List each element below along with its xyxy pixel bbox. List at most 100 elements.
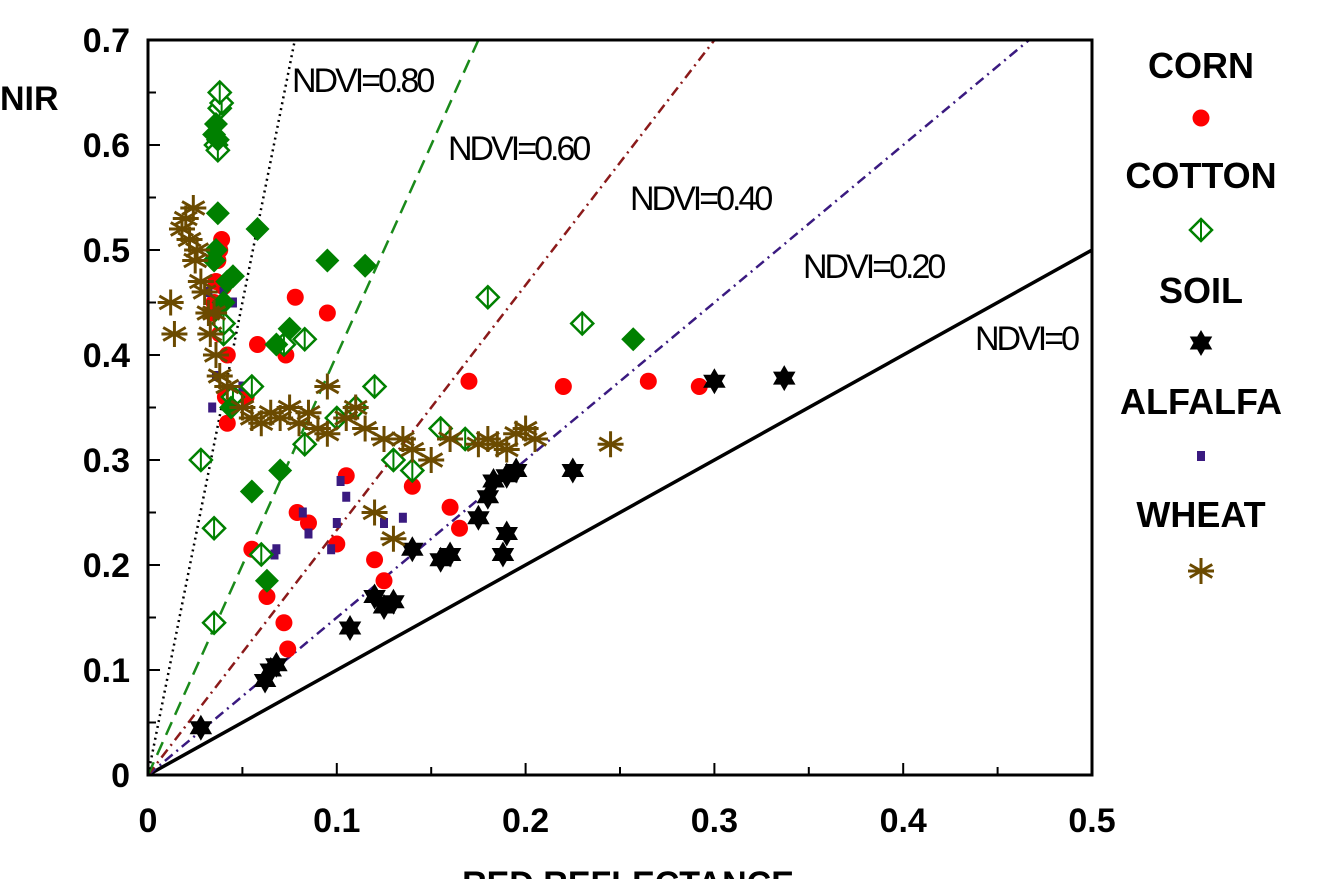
- point-cotton-filled: [315, 248, 340, 273]
- legend-label: WHEAT: [1136, 494, 1265, 535]
- point-corn: [318, 304, 336, 322]
- point-cotton-filled: [277, 316, 302, 341]
- x-tick-label: 0.5: [1068, 802, 1115, 840]
- ndvi-line-0-8: [148, 40, 297, 775]
- point-corn: [375, 572, 393, 590]
- x-axis-title: RED REFLECTANCE: [462, 865, 794, 879]
- x-tick-label: 0.2: [502, 802, 549, 840]
- point-alfalfa: [208, 402, 217, 413]
- point-cotton: [569, 310, 596, 337]
- point-wheat: [389, 426, 416, 452]
- point-wheat: [180, 195, 207, 221]
- point-cotton: [291, 326, 318, 353]
- point-wheat: [342, 394, 369, 421]
- point-wheat: [201, 300, 228, 326]
- reference-line-labels: NDVI=0 NDVI=0.20 NDVI=0.40 NDVI=0.60 NDVI=0.…: [292, 62, 1082, 358]
- point-cotton: [361, 373, 388, 400]
- legend: CORN COTTON SOIL ALFALFA WHEAT: [1120, 45, 1282, 584]
- point-wheat: [295, 399, 322, 426]
- point-soil: [491, 541, 515, 568]
- point-wheat: [202, 342, 229, 368]
- point-corn: [690, 378, 708, 395]
- point-cotton-filled: [254, 568, 279, 593]
- point-wheat: [286, 410, 313, 437]
- point-wheat: [380, 525, 407, 552]
- point-cotton-filled: [205, 127, 230, 152]
- ndvi-line-0-4: [148, 40, 716, 775]
- legend-label: ALFALFA: [1120, 381, 1282, 422]
- x-tick-label: 0.1: [313, 802, 360, 840]
- y-tick-label: 0.7: [83, 22, 130, 60]
- point-soil: [338, 615, 362, 641]
- legend-label: CORN: [1148, 45, 1254, 86]
- legend-marker: [1197, 451, 1205, 461]
- y-tick-label: 0.5: [83, 232, 130, 270]
- y-tick-label: 0.1: [83, 652, 130, 690]
- point-alfalfa: [270, 549, 279, 560]
- point-wheat: [437, 426, 464, 452]
- point-soil: [561, 457, 585, 484]
- point-cotton: [239, 373, 265, 400]
- point-wheat: [184, 237, 211, 263]
- point-corn: [441, 498, 459, 516]
- ndvi-line-label: NDVI=0.60: [448, 130, 590, 168]
- point-corn: [451, 519, 469, 537]
- y-tick-label: 0.4: [83, 337, 130, 375]
- point-cotton-filled: [205, 201, 230, 226]
- point-alfalfa: [304, 528, 313, 539]
- y-tick-label: 0.2: [83, 547, 130, 585]
- ndvi-line-label: NDVI=0.80: [292, 62, 434, 100]
- point-corn: [639, 372, 657, 390]
- point-alfalfa: [332, 518, 341, 528]
- point-cotton-filled: [621, 327, 646, 352]
- point-wheat: [157, 289, 184, 316]
- point-wheat: [512, 415, 539, 442]
- point-cotton: [188, 447, 214, 473]
- point-wheat: [161, 321, 188, 347]
- point-soil: [467, 504, 490, 531]
- point-cotton-filled: [239, 479, 264, 504]
- point-cotton: [206, 79, 233, 106]
- ndvi-line-0-6: [148, 40, 480, 775]
- axis-ticks: [147, 39, 1093, 776]
- point-wheat: [229, 394, 256, 421]
- point-cotton-filled: [268, 458, 293, 483]
- point-corn: [299, 514, 317, 532]
- point-cotton: [427, 415, 454, 442]
- legend-marker: [1189, 330, 1213, 356]
- axis-tick-labels: 0 0.1 0.2 0.3 0.4 0.5 0 0.1 0.2 0.3 0.4 0.5 0.6 0.7: [83, 22, 1116, 840]
- legend-marker: [1192, 109, 1210, 127]
- point-cotton: [291, 431, 318, 458]
- point-wheat: [191, 279, 218, 305]
- point-alfalfa: [272, 544, 281, 555]
- point-corn: [460, 372, 478, 390]
- point-cotton-filled: [202, 248, 227, 273]
- point-wheat: [597, 431, 624, 458]
- point-cotton-filled: [353, 253, 378, 278]
- y-tick-label: 0: [111, 757, 130, 795]
- point-soil: [703, 368, 726, 395]
- ndvi-line-0: [148, 248, 1092, 775]
- point-corn: [554, 378, 572, 395]
- point-wheat: [371, 426, 397, 452]
- point-cotton: [475, 284, 501, 311]
- point-cotton-filled: [264, 332, 289, 357]
- point-soil: [438, 541, 462, 568]
- point-cotton-filled: [220, 264, 245, 289]
- point-corn: [258, 588, 276, 605]
- point-cotton: [201, 515, 227, 542]
- point-soil: [495, 520, 518, 547]
- ndvi-line-label: NDVI=0.20: [803, 248, 945, 286]
- point-soil: [772, 365, 796, 392]
- point-wheat: [197, 321, 224, 347]
- point-soil: [476, 483, 500, 510]
- ndvi-line-label: NDVI=0: [975, 320, 1079, 358]
- point-soil: [401, 536, 424, 563]
- point-wheat: [418, 447, 445, 473]
- point-wheat: [314, 420, 341, 447]
- point-corn: [366, 551, 384, 569]
- legend-label: COTTON: [1125, 155, 1276, 196]
- point-alfalfa: [336, 476, 345, 486]
- point-wheat: [314, 373, 341, 400]
